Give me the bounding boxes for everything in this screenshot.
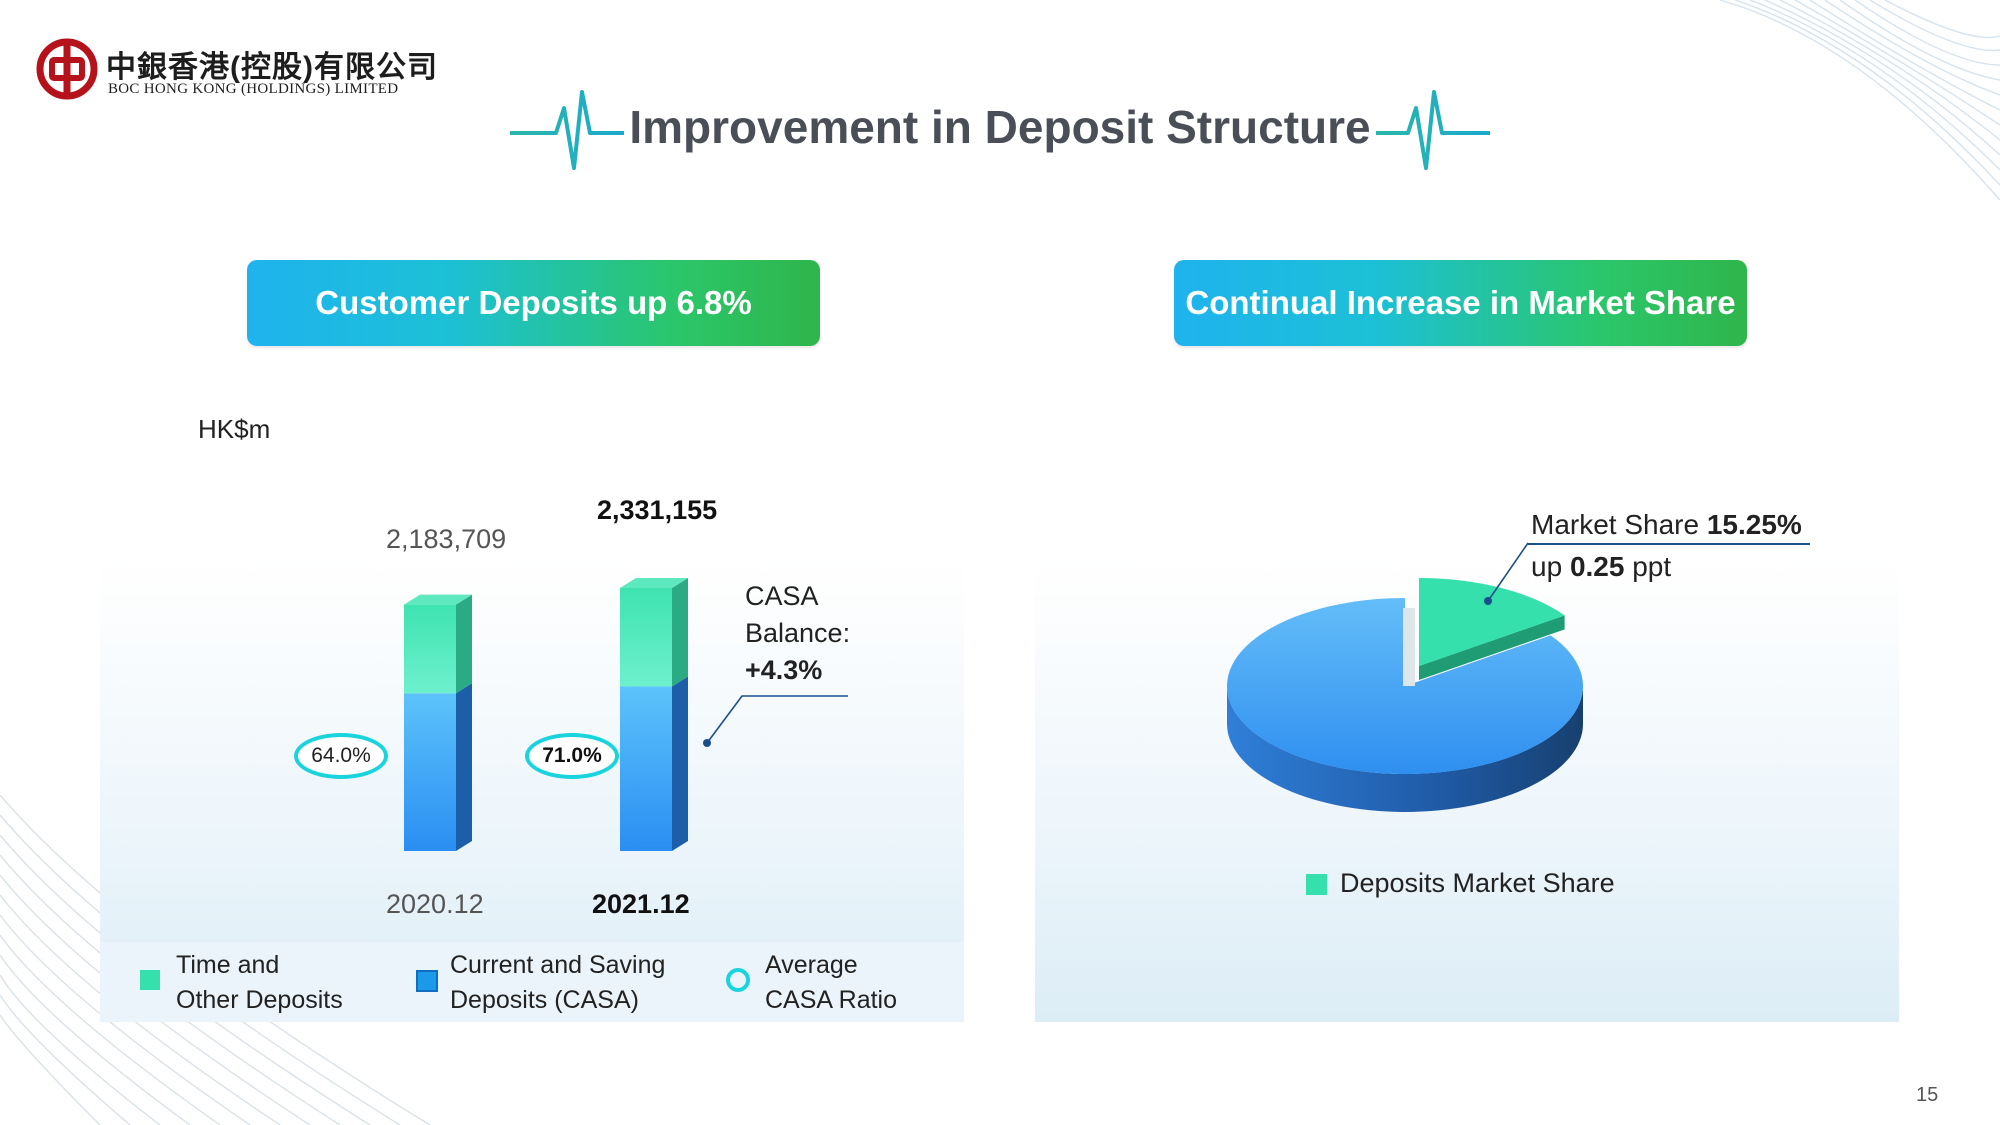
heartbeat-icon-left — [510, 90, 624, 170]
casa-annotation-dot — [703, 739, 711, 747]
pie-slice-market-share-side — [1419, 615, 1565, 680]
bar-time-2021.12 — [620, 588, 672, 687]
page-title: Improvement in Deposit Structure — [629, 101, 1371, 153]
legend-time-deposits: Time and Other Deposits — [176, 951, 343, 1014]
decorative-stripes-top-right — [1719, 0, 2000, 201]
casa-annotation-leader — [706, 695, 848, 744]
pie-gap-wall — [1403, 608, 1415, 686]
bar-time-2020.12 — [404, 604, 456, 694]
unit-label: HK$m — [198, 414, 271, 444]
bar-side-casa-2020.12 — [456, 683, 472, 851]
bar-casa-2020.12 — [404, 693, 456, 851]
bar-casa-2021.12 — [620, 686, 672, 851]
legend-swatch-market-share — [1306, 874, 1327, 895]
market-share-banner: Continual Increase in Market Share — [1174, 260, 1747, 346]
casa-ratio-2020: 64.0% — [294, 733, 388, 779]
bar-side-casa-2021.12 — [672, 676, 688, 851]
category-label-2021: 2021.12 — [592, 889, 690, 919]
pie-slice-market-share — [1419, 578, 1565, 666]
casa-ratio-2021: 71.0% — [525, 733, 619, 779]
deposits-growth-banner: Customer Deposits up 6.8% — [247, 260, 820, 346]
logo-chinese-name: 中銀香港(控股)有限公司 — [106, 51, 438, 84]
legend-market-share: Deposits Market Share — [1340, 868, 1615, 898]
total-label-2021: 2,331,155 — [597, 495, 718, 525]
casa-balance-annotation: CASA Balance: +4.3% — [745, 581, 851, 685]
legend-casa-ratio: Average CASA Ratio — [765, 951, 898, 1014]
market-share-label: Market Share 15.25% up 0.25 ppt — [1531, 509, 1802, 582]
page-number: 15 — [1916, 1084, 1939, 1106]
logo-english-name: BOC HONG KONG (HOLDINGS) LIMITED — [108, 81, 399, 97]
legend-casa: Current and Saving Deposits (CASA) — [450, 951, 666, 1014]
legend-swatch-casa-ratio — [726, 968, 750, 992]
category-label-2020: 2020.12 — [386, 889, 484, 919]
market-share-label-rule — [1528, 543, 1810, 545]
heartbeat-icon-right — [1376, 90, 1490, 170]
total-label-2020: 2,183,709 — [386, 524, 507, 554]
market-share-leader — [1487, 542, 1529, 602]
market-share-leader-dot — [1484, 597, 1492, 605]
boc-logo-icon — [36, 38, 98, 100]
bar-side-time-2020.12 — [456, 594, 472, 694]
bar-side-time-2021.12 — [672, 578, 688, 687]
pie-side-wall — [1227, 686, 1583, 812]
legend-strip — [100, 942, 964, 1022]
bar-top-2021.12 — [620, 578, 688, 588]
legend-swatch-casa — [416, 970, 438, 992]
bar-top-2020.12 — [404, 594, 472, 605]
legend-swatch-time-deposits — [140, 970, 160, 990]
